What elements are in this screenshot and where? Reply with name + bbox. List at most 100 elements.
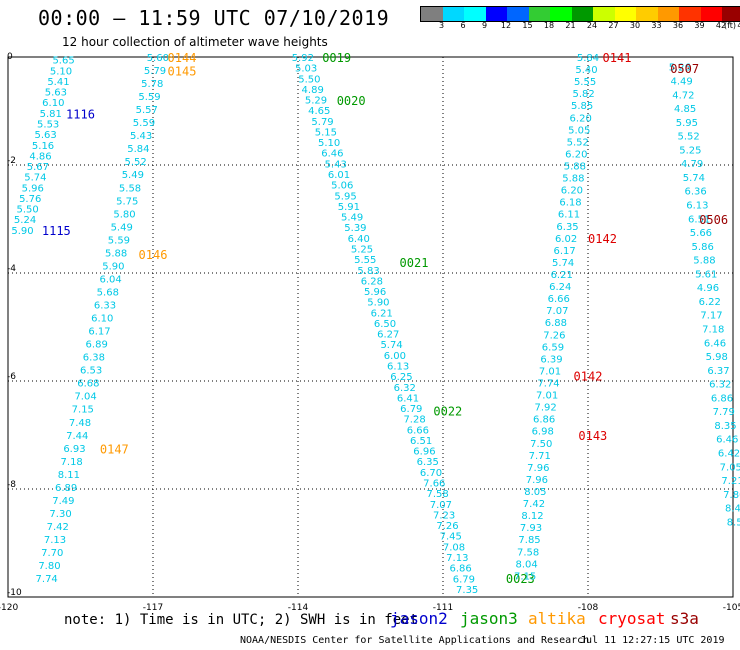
color-scale-label: 27 [608,21,619,30]
wave-height-value: 5.05 [568,125,590,136]
wave-height-value: 6.13 [387,362,409,373]
wave-height-value: 4.49 [670,76,692,87]
wave-height-value: 5.74 [24,173,46,184]
wave-height-value: 7.85 [518,535,540,546]
legend-item-jason2: jason2 [390,609,448,628]
pass-time-label: 0146 [139,248,168,262]
wave-height-value: 5.88 [693,256,715,267]
x-tick-label: -120 [0,603,18,613]
color-swatch [614,7,636,21]
x-tick-label: -117 [143,603,163,613]
wave-height-value: 5.90 [102,261,124,272]
color-swatch [528,7,550,21]
wave-height-value: 7.80 [723,490,740,501]
color-swatch [571,7,593,21]
wave-height-value: 5.86 [692,242,714,253]
wave-height-value: 7.23 [433,510,455,521]
wave-height-value: 5.43 [325,159,347,170]
footnote: note: 1) Time is in UTC; 2) SWH is in fe… [64,612,419,628]
x-tick-label: -108 [578,603,599,613]
wave-height-value: 5.91 [338,202,360,213]
wave-height-value: 5.96 [22,183,44,194]
wave-height-value: 6.51 [688,214,710,225]
wave-height-value: 6.21 [551,270,573,281]
wave-height-value: 4.96 [697,283,719,294]
wave-height-value: 5.67 [27,162,49,173]
timestamp-text: Jul 11 12:27:15 UTC 2019 [580,635,725,646]
wave-height-value: 5.90 [367,298,389,309]
color-scale-label: 12 [500,21,512,30]
wave-height-value: 6.79 [453,574,475,585]
pass-time-label: 0022 [433,405,462,419]
color-swatch [636,7,658,21]
wave-height-value: 6.66 [407,425,429,436]
wave-height-value: 6.18 [559,198,581,209]
wave-height-value: 5.58 [119,183,141,194]
color-scale-label: 33 [651,21,662,30]
wave-height-value: 4.65 [308,106,330,117]
y-tick-label: -10 [7,588,22,598]
wave-height-value: 7.18 [61,457,83,468]
color-scale-label: 9 [481,21,488,30]
wave-height-value: 6.88 [545,318,567,329]
wave-height-value: 7.92 [534,403,556,414]
wave-height-value: 5.03 [295,64,317,75]
wave-height-value: 5.59 [133,118,155,129]
wave-height-value: 8.11 [58,470,80,481]
color-scale-label: 6 [460,21,466,30]
pass-time-label: 0147 [100,443,129,457]
wave-height-value: 5.49 [122,170,144,181]
wave-height-value: 5.81 [40,109,62,120]
wave-height-value: 5.82 [572,89,594,100]
wave-height-value: 5.79 [144,66,166,77]
wave-height-value: 6.10 [91,314,113,325]
wave-height-value: 5.24 [14,215,36,226]
wave-height-value: 4.85 [674,104,696,115]
wave-height-value: 7.08 [443,542,465,553]
wave-height-value: 5.92 [292,53,314,64]
wave-height-value: 6.24 [549,282,571,293]
wave-height-value: 7.58 [517,547,539,558]
color-swatch [464,7,486,21]
wave-height-value: 6.40 [348,234,370,245]
wave-height-value: 6.32 [709,380,731,391]
wave-height-value: 6.68 [77,379,99,390]
wave-height-value: 4.86 [29,151,51,162]
wave-height-value: 5.75 [116,196,138,207]
wave-height-value: 5.53 [37,119,59,130]
wave-height-value: 7.42 [47,522,69,533]
y-tick-label: -2 [7,156,16,166]
pass-time-label: 0021 [400,256,429,270]
wave-height-value: 6.28 [361,276,383,287]
wave-height-value: 5.29 [305,96,327,107]
wave-height-value: 5.57 [136,105,158,116]
color-scale-label: 45 [737,21,740,30]
wave-height-value: 5.50 [17,205,39,216]
wave-height-value: 5.43 [130,131,152,142]
x-tick-label: -111 [433,603,453,613]
wave-height-value: 7.50 [530,439,552,450]
color-swatch [421,7,443,21]
wave-height-value: 7.07 [430,500,452,511]
wave-height-value: 5.49 [111,222,133,233]
wave-height-value: 6.22 [699,297,721,308]
color-scale-label: 15 [522,21,533,30]
wave-height-value: 6.89 [55,483,77,494]
color-scale-label: 18 [543,21,555,30]
wave-height-value: 6.25 [390,372,412,383]
wave-height-value: 7.96 [526,475,548,486]
wave-height-value: 7.30 [49,509,71,520]
wave-height-value: 7.04 [74,392,96,403]
wave-height-value: 6.20 [570,113,592,124]
wave-height-value: 5.96 [364,287,386,298]
wave-height-value: 5.95 [334,191,356,202]
wave-height-value: 7.35 [456,585,478,596]
pass-time-label: 0023 [506,572,535,586]
wave-height-value: 7.26 [543,330,565,341]
pass-time-label: 0142 [574,370,603,384]
wave-height-value: 7.07 [546,306,568,317]
wave-height-value: 5.16 [32,141,54,152]
color-scale-label: 21 [565,21,576,30]
wave-height-value: 6.36 [685,187,707,198]
pass-time-label: 0020 [337,94,366,108]
